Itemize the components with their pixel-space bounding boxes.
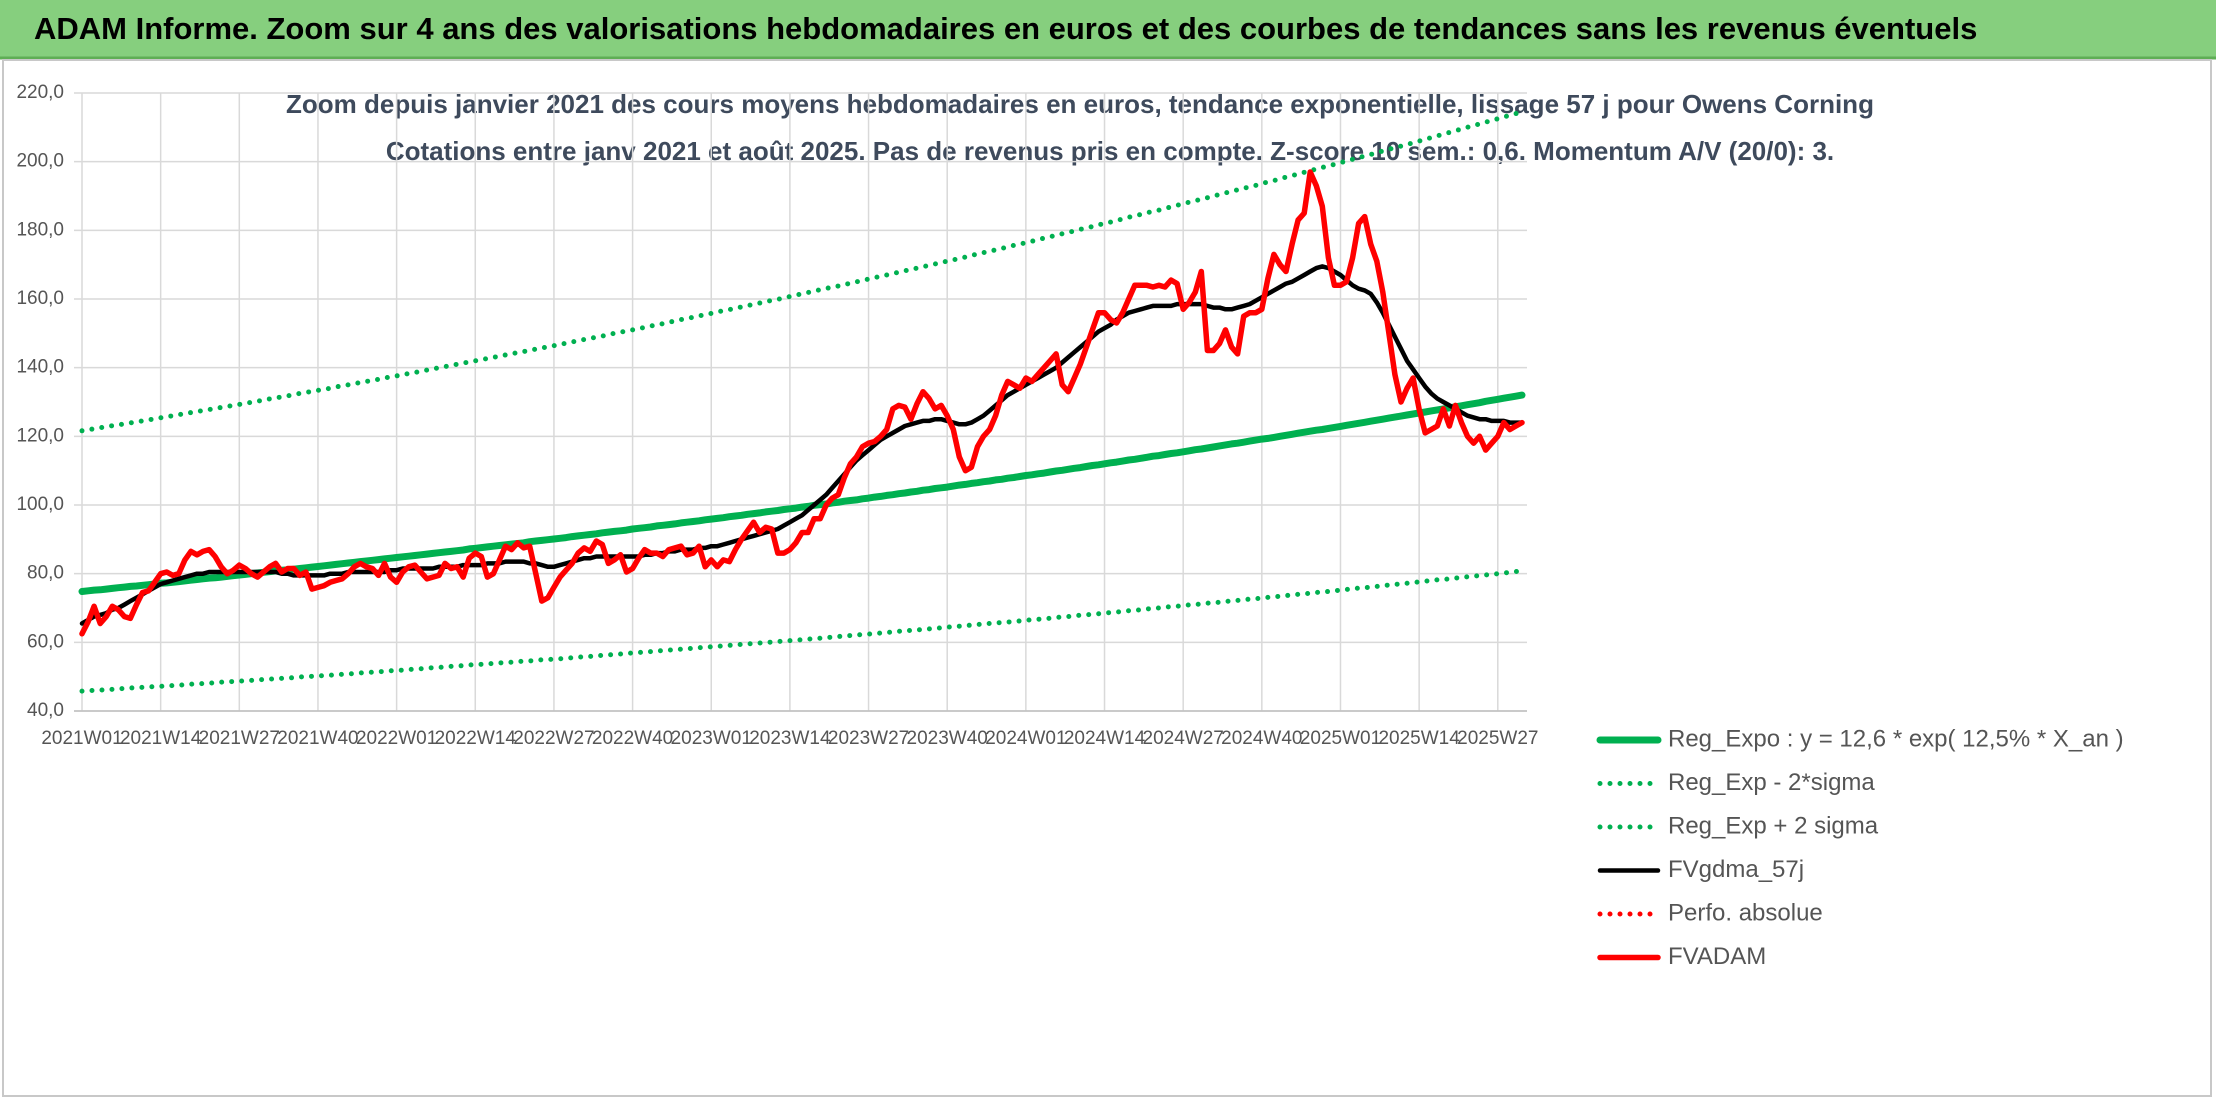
series-line xyxy=(79,568,1525,694)
series-line xyxy=(78,391,1526,595)
header-title: ADAM Informe. Zoom sur 4 ans des valoris… xyxy=(34,11,1977,46)
x-tick-label: 2024W01 xyxy=(985,728,1066,749)
y-tick-label: 200,0 xyxy=(16,151,64,172)
series-line xyxy=(79,169,1525,637)
x-tick-label: 2024W27 xyxy=(1143,728,1224,749)
legend-label: FVADAM xyxy=(1668,943,1766,970)
series-line xyxy=(79,264,1525,626)
y-tick-label: 40,0 xyxy=(27,700,64,721)
subtitle: Cotations entre janv 2021 et août 2025. … xyxy=(386,136,1834,166)
chart-frame xyxy=(2,59,2212,1097)
legend-label: Reg_Exp - 2*sigma xyxy=(1668,769,1875,796)
y-tick-label: 140,0 xyxy=(16,357,64,378)
x-tick-label: 2025W27 xyxy=(1457,728,1538,749)
x-tick-label: 2025W14 xyxy=(1378,728,1460,749)
y-tick-label: 100,0 xyxy=(16,494,64,515)
y-tick-label: 60,0 xyxy=(27,631,64,652)
legend-label: Reg_Exp + 2 sigma xyxy=(1668,812,1879,839)
y-tick-label: 160,0 xyxy=(16,288,64,309)
y-tick-label: 220,0 xyxy=(16,82,64,103)
x-tick-label: 2023W14 xyxy=(749,728,831,749)
y-tick-label: 120,0 xyxy=(16,425,64,446)
x-tick-label: 2024W14 xyxy=(1064,728,1146,749)
x-tick-label: 2023W01 xyxy=(671,728,752,749)
x-tick-label: 2021W40 xyxy=(277,728,358,749)
x-tick-label: 2023W40 xyxy=(907,728,988,749)
x-tick-label: 2022W14 xyxy=(435,728,517,749)
x-tick-label: 2021W14 xyxy=(120,728,202,749)
legend-label: Perfo. absolue xyxy=(1668,899,1823,926)
x-tick-label: 2023W27 xyxy=(828,728,909,749)
x-tick-label: 2022W01 xyxy=(356,728,437,749)
x-tick-label: 2022W27 xyxy=(513,728,594,749)
subtitle: Zoom depuis janvier 2021 des cours moyen… xyxy=(286,89,1874,119)
legend-label: FVgdma_57j xyxy=(1668,856,1804,883)
legend-label: Reg_Expo : y = 12,6 * exp( 12,5% * X_an … xyxy=(1668,725,2124,752)
header-band xyxy=(0,0,2216,58)
x-tick-label: 2022W40 xyxy=(592,728,673,749)
x-tick-label: 2021W27 xyxy=(199,728,280,749)
x-tick-label: 2024W40 xyxy=(1221,728,1302,749)
x-tick-label: 2021W01 xyxy=(41,728,122,749)
x-tick-label: 2025W01 xyxy=(1300,728,1381,749)
y-tick-label: 180,0 xyxy=(16,219,64,240)
y-tick-label: 80,0 xyxy=(27,563,64,584)
